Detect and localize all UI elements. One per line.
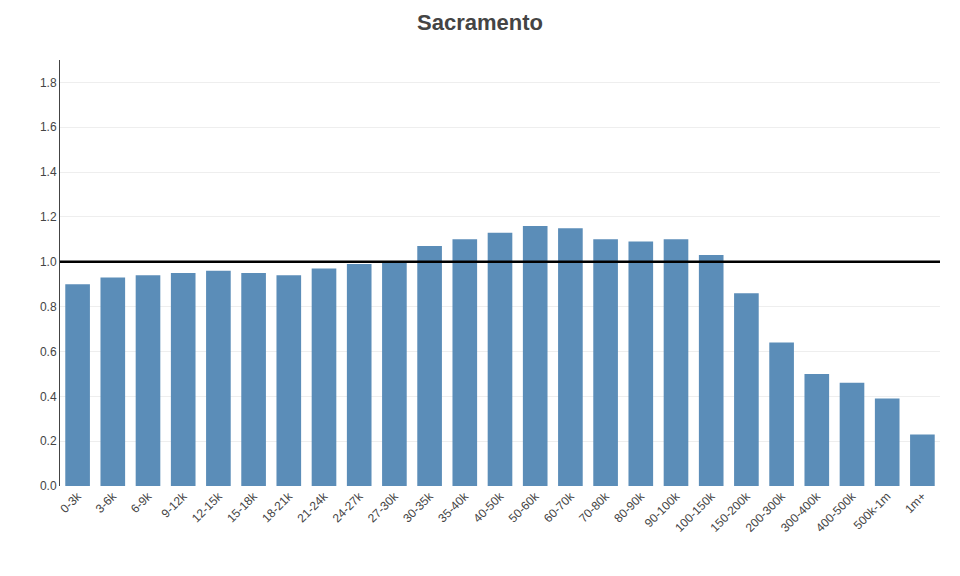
svg-text:80-90k: 80-90k <box>611 489 648 526</box>
svg-text:300-400k: 300-400k <box>778 489 824 535</box>
svg-text:18-21k: 18-21k <box>259 489 296 526</box>
svg-text:100-150k: 100-150k <box>672 489 718 535</box>
svg-text:0-3k: 0-3k <box>58 489 85 516</box>
svg-text:0.4: 0.4 <box>40 390 57 404</box>
svg-text:1m+: 1m+ <box>902 489 929 516</box>
svg-text:15-18k: 15-18k <box>224 489 261 526</box>
svg-text:90-100k: 90-100k <box>642 489 683 530</box>
svg-text:1.0: 1.0 <box>40 255 57 269</box>
svg-text:0.8: 0.8 <box>40 300 57 314</box>
svg-text:500k-1m: 500k-1m <box>851 489 894 532</box>
svg-text:70-80k: 70-80k <box>576 489 613 526</box>
svg-text:9-12k: 9-12k <box>158 489 190 521</box>
svg-text:1.6: 1.6 <box>40 120 57 134</box>
svg-text:35-40k: 35-40k <box>435 489 472 526</box>
svg-text:40-50k: 40-50k <box>471 489 508 526</box>
svg-text:200-300k: 200-300k <box>743 489 789 535</box>
svg-text:0.6: 0.6 <box>40 345 57 359</box>
svg-text:27-30k: 27-30k <box>365 489 402 526</box>
svg-text:1.8: 1.8 <box>40 76 57 90</box>
svg-text:6-9k: 6-9k <box>128 489 155 516</box>
svg-text:1.4: 1.4 <box>40 165 57 179</box>
svg-text:0.2: 0.2 <box>40 434 57 448</box>
svg-text:150-200k: 150-200k <box>707 489 753 535</box>
svg-text:60-70k: 60-70k <box>541 489 578 526</box>
svg-text:24-27k: 24-27k <box>330 489 367 526</box>
svg-text:400-500k: 400-500k <box>813 489 859 535</box>
svg-text:50-60k: 50-60k <box>506 489 543 526</box>
svg-text:3-6k: 3-6k <box>93 489 120 516</box>
svg-text:0.0: 0.0 <box>40 479 57 493</box>
svg-text:1.2: 1.2 <box>40 210 57 224</box>
svg-text:Sacramento: Sacramento <box>417 10 543 35</box>
svg-text:30-35k: 30-35k <box>400 489 437 526</box>
svg-text:21-24k: 21-24k <box>295 489 332 526</box>
svg-text:12-15k: 12-15k <box>189 489 226 526</box>
